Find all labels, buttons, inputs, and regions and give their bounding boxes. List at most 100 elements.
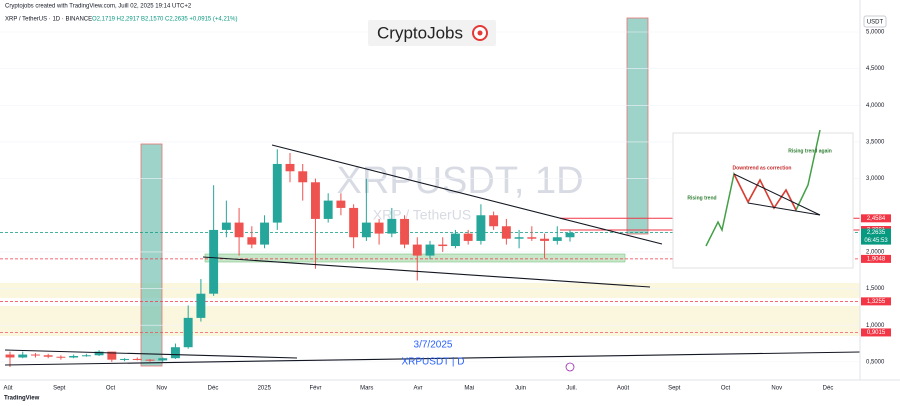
- inset-label: Rising trend: [687, 195, 716, 201]
- price-label: 1,3255: [867, 299, 886, 305]
- candle-body: [120, 358, 129, 360]
- x-tick-label: Avr: [414, 386, 423, 392]
- symbol: XRP / TetherUS · 1D · BINANCE: [5, 17, 92, 23]
- annotation-symbol: XRPUSDT | D: [402, 357, 465, 368]
- price-label-box: [861, 254, 891, 263]
- candle-body: [514, 237, 524, 239]
- candle-body: [145, 359, 155, 361]
- candle-body: [438, 244, 448, 247]
- candle-body: [323, 200, 333, 219]
- candle-body: [361, 222, 371, 238]
- candle-body: [412, 244, 422, 256]
- watermark-symbol: XRPUSDT, 1D: [336, 160, 583, 202]
- footer: TradingView: [4, 396, 40, 402]
- candle-body: [56, 356, 66, 358]
- y-tick-label: 1,5000: [866, 286, 885, 292]
- x-tick-label: Déc: [208, 386, 219, 392]
- x-tick-label: Juin: [515, 386, 526, 392]
- candle-body: [247, 237, 257, 245]
- x-tick-label: Déc: [823, 386, 834, 392]
- trend-lines: [4, 144, 861, 366]
- support-zone: [0, 283, 860, 298]
- candle-body: [196, 293, 206, 318]
- highlight-box: [140, 143, 163, 367]
- candle-body: [387, 218, 397, 234]
- x-tick-label: Mars: [360, 386, 373, 392]
- candle-body: [489, 215, 499, 227]
- inset: Rising trend Downtrend as correction Ris…: [672, 129, 854, 269]
- candle-body: [527, 237, 537, 239]
- candle-body: [5, 354, 15, 358]
- inset-line: [747, 202, 821, 216]
- candle-body: [158, 358, 168, 361]
- price-label: 2,4584: [867, 216, 886, 222]
- candle-body: [18, 354, 28, 358]
- candle-body: [31, 354, 40, 356]
- lower-trend-line: [202, 256, 651, 288]
- candle-body: [311, 182, 320, 219]
- candle-body: [171, 347, 180, 359]
- candle-body: [501, 226, 511, 239]
- upper-trend-line: [271, 144, 663, 245]
- y-tick-label: 3,0000: [866, 176, 885, 182]
- axis: USDT 0,5000 1,0000 1,5000 2,0000 3,0000 3,500…: [0, 0, 900, 392]
- candle-body: [565, 232, 575, 238]
- candle-body: [183, 317, 193, 348]
- x-tick-label: Oct: [106, 386, 116, 392]
- x-tick-label: Mai: [464, 386, 474, 392]
- watermark-name: XRP / TetherUS: [373, 207, 471, 223]
- inset-box: [672, 132, 854, 269]
- candle-body: [400, 218, 409, 245]
- ohlc: O2,1719 H2,2917 B2,1570 C2,2635 +0,0915 …: [92, 17, 237, 23]
- long-trend-line: [4, 349, 298, 359]
- candle-body: [272, 163, 282, 223]
- x-tick-label: Févr: [310, 386, 322, 392]
- candle-body: [349, 207, 359, 238]
- y-tick-label: 3,5000: [866, 140, 885, 146]
- y-tick-label: 0,5000: [866, 359, 885, 365]
- candle-body: [552, 237, 562, 241]
- candle-body: [451, 233, 460, 247]
- countdown: 06:45:53: [864, 238, 888, 244]
- x-tick-label: Août: [617, 386, 630, 392]
- candle-body: [69, 356, 79, 358]
- inset-label: Downtrend as correction: [733, 165, 792, 171]
- x-tick-label: Aût: [3, 386, 12, 392]
- attribution: Cryptojobs created with TradingView.com,…: [5, 4, 192, 10]
- candle-body: [298, 171, 308, 183]
- x-tick-label: Oct: [721, 386, 731, 392]
- logo-box: [368, 20, 496, 46]
- inset-label: Rising trend again: [788, 148, 832, 154]
- x-tick-label: Sept: [53, 386, 66, 392]
- candle-body: [221, 222, 231, 230]
- candle-body: [476, 215, 486, 241]
- bands: [0, 17, 860, 367]
- unit-box: [863, 15, 887, 28]
- x-tick-label: Juil.: [566, 386, 577, 392]
- annotation-date: 3/7/2025: [414, 340, 453, 351]
- candle-body: [540, 238, 549, 241]
- candle-body: [209, 229, 219, 294]
- price-label-box: [861, 297, 891, 306]
- candle-body: [107, 351, 117, 360]
- price-label-box: [861, 328, 891, 337]
- y-tick-label: 4,5000: [866, 66, 885, 72]
- candle-body: [234, 222, 244, 238]
- y-tick-label: 4,0000: [866, 103, 885, 109]
- x-tick-label: 2025: [258, 386, 272, 392]
- candle-body: [425, 244, 435, 256]
- price-label-box: [861, 214, 891, 223]
- x-tick-label: Nov: [771, 386, 782, 392]
- y-tick-label: 2,0000: [866, 249, 885, 255]
- inset-line: [733, 173, 821, 216]
- price-label-box: [861, 228, 891, 245]
- x-tick-label: Nov: [156, 386, 167, 392]
- logo-icon: [477, 30, 483, 36]
- candle-body: [94, 351, 104, 356]
- candle-body: [336, 200, 346, 208]
- price-label: 0,9015: [867, 330, 886, 336]
- candle-body: [81, 355, 91, 357]
- event-marker[interactable]: [565, 362, 575, 372]
